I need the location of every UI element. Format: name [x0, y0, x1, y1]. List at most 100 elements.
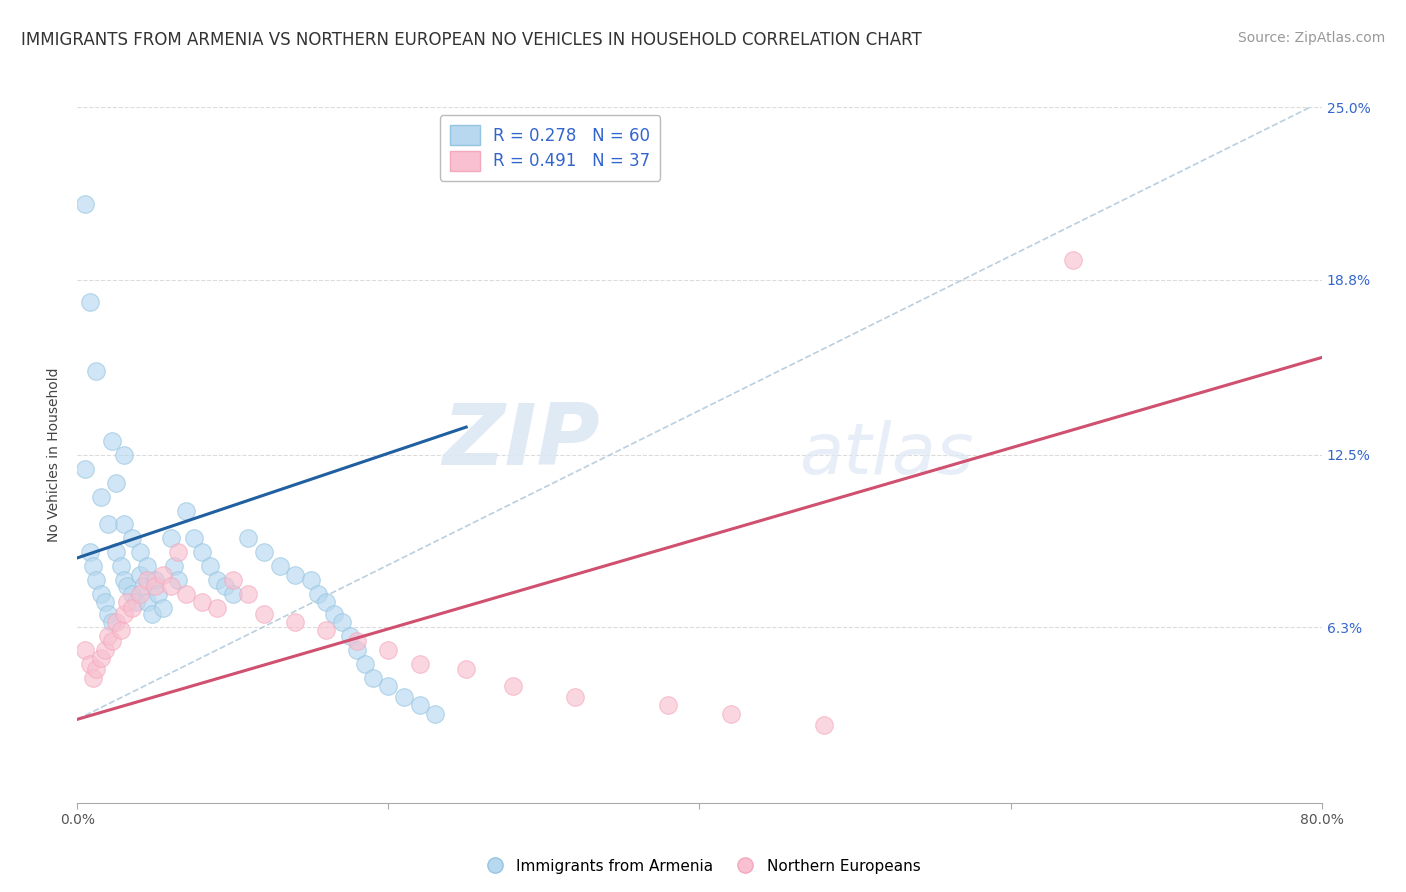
Point [125, 595, 148, 609]
Point [564, 690, 586, 704]
Text: IMMIGRANTS FROM ARMENIA VS NORTHERN EUROPEAN NO VEHICLES IN HOUSEHOLD CORRELATIO: IMMIGRANTS FROM ARMENIA VS NORTHERN EURO… [21, 31, 922, 49]
Point [94, 642, 117, 657]
Point [84, 573, 107, 587]
Point [222, 573, 245, 587]
Point [253, 607, 276, 621]
Point [346, 634, 368, 648]
Point [502, 679, 524, 693]
Point [75, 197, 97, 211]
Point [90, 651, 112, 665]
Point [105, 615, 128, 629]
Point [84, 364, 107, 378]
Point [238, 587, 260, 601]
Point [75, 642, 97, 657]
Point [361, 671, 384, 685]
Point [94, 595, 117, 609]
Point [79, 545, 101, 559]
Point [97, 517, 120, 532]
Point [97, 607, 120, 621]
Point [136, 559, 159, 574]
Point [112, 448, 135, 462]
Point [131, 579, 153, 593]
Text: atlas: atlas [799, 420, 973, 490]
Point [1062, 253, 1084, 268]
Point [128, 545, 150, 559]
Point [183, 532, 205, 546]
Point [813, 718, 835, 732]
Point [152, 601, 174, 615]
Point [377, 642, 399, 657]
Point [100, 434, 122, 448]
Point [720, 706, 742, 721]
Point [159, 579, 181, 593]
Point [90, 490, 112, 504]
Point [423, 706, 446, 721]
Point [284, 567, 307, 582]
Point [207, 601, 229, 615]
Point [339, 629, 361, 643]
Point [222, 587, 245, 601]
Point [408, 698, 430, 713]
Legend: R = 0.278   N = 60, R = 0.491   N = 37: R = 0.278 N = 60, R = 0.491 N = 37 [440, 115, 661, 180]
Point [238, 532, 260, 546]
Point [143, 573, 166, 587]
Point [315, 624, 337, 638]
Legend: Immigrants from Armenia, Northern Europeans: Immigrants from Armenia, Northern Europe… [479, 853, 927, 880]
Point [191, 595, 214, 609]
Text: ZIP: ZIP [443, 400, 600, 483]
Point [128, 567, 150, 582]
Point [121, 601, 143, 615]
Point [307, 587, 329, 601]
Point [323, 607, 346, 621]
Point [148, 587, 170, 601]
Point [657, 698, 679, 713]
Point [121, 532, 143, 546]
Point [100, 615, 122, 629]
Point [284, 615, 307, 629]
Point [112, 607, 135, 621]
Point [105, 475, 128, 490]
Point [346, 642, 368, 657]
Point [299, 573, 322, 587]
Point [136, 573, 159, 587]
Point [90, 587, 112, 601]
Point [112, 517, 135, 532]
Point [105, 545, 128, 559]
Point [214, 579, 236, 593]
Point [198, 559, 221, 574]
Point [79, 294, 101, 309]
Point [128, 587, 150, 601]
Point [152, 567, 174, 582]
Point [121, 587, 143, 601]
Y-axis label: No Vehicles in Household: No Vehicles in Household [48, 368, 62, 542]
Point [392, 690, 415, 704]
Point [167, 573, 190, 587]
Point [115, 579, 138, 593]
Point [163, 559, 186, 574]
Point [97, 629, 120, 643]
Point [330, 615, 353, 629]
Text: Source: ZipAtlas.com: Source: ZipAtlas.com [1237, 31, 1385, 45]
Point [354, 657, 377, 671]
Point [115, 595, 138, 609]
Point [79, 657, 101, 671]
Point [136, 595, 159, 609]
Point [110, 559, 132, 574]
Point [143, 579, 166, 593]
Point [112, 573, 135, 587]
Point [100, 634, 122, 648]
Point [456, 662, 478, 676]
Point [174, 503, 197, 517]
Point [82, 671, 104, 685]
Point [84, 662, 107, 676]
Point [110, 624, 132, 638]
Point [408, 657, 430, 671]
Point [174, 587, 197, 601]
Point [75, 462, 97, 476]
Point [207, 573, 229, 587]
Point [159, 532, 181, 546]
Point [315, 595, 337, 609]
Point [191, 545, 214, 559]
Point [167, 545, 190, 559]
Point [377, 679, 399, 693]
